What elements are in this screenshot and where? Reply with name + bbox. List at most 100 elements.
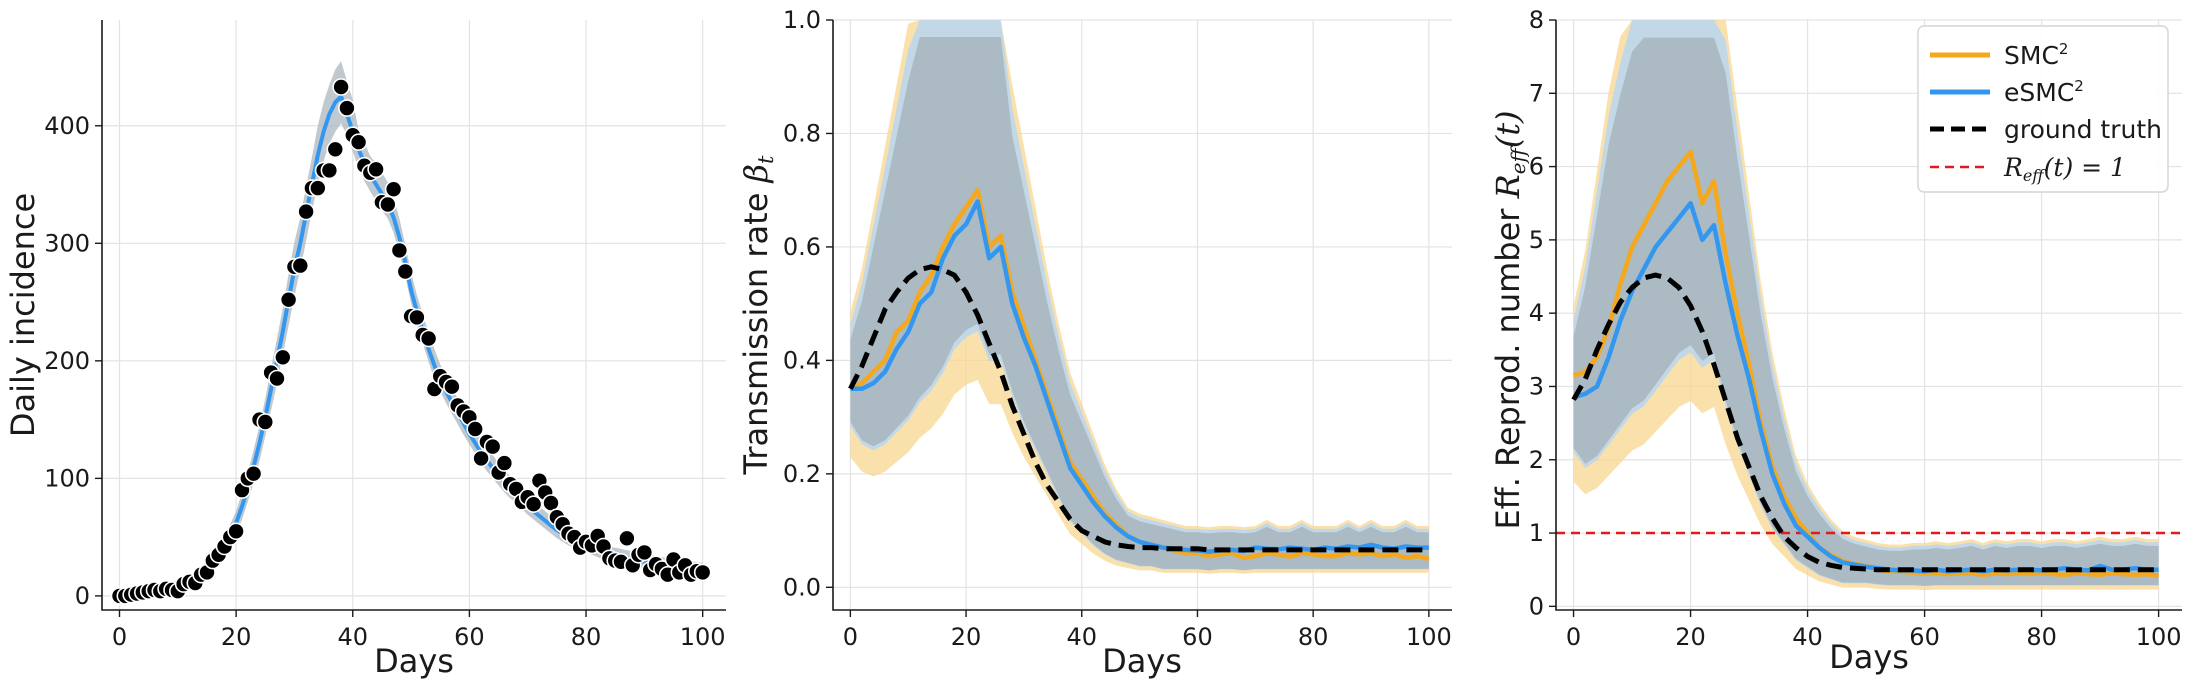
legend-label-smc2-text: SMC (2004, 41, 2059, 70)
y-axis-label-suffix: (t) (1489, 110, 1527, 148)
y-tick-label: 0.0 (783, 573, 821, 601)
observation-point (320, 161, 339, 180)
legend-frame (1917, 25, 2169, 193)
legend-label-smc2-sup: 2 (2059, 40, 2069, 58)
panel-transmission-rate: 0 20 40 60 80 100 0.0 0.2 0.4 0.6 0.8 1.0 Days Tran… (737, 6, 1452, 680)
observation-point (291, 256, 310, 275)
legend-label-esmc2: eSMC2 (2004, 77, 2084, 107)
axes-spines (1555, 20, 2182, 611)
y-axis-label: Transmission rate βt (737, 155, 778, 476)
observation-point (466, 420, 485, 438)
x-tick-label: 100 (2136, 623, 2182, 651)
plot-area (1556, 20, 2182, 591)
series-ground-truth-line (848, 264, 1429, 553)
x-tick-label: 20 (221, 623, 252, 651)
y-axis-label-subscript: eff (1506, 144, 1530, 174)
legend-label-threshold: Reff(t) = 1 (2003, 153, 2126, 185)
x-tick-label: 100 (680, 623, 726, 651)
legend-label-smc2: SMC2 (2004, 40, 2068, 70)
x-axis-label: Days (1829, 638, 1909, 676)
y-tick-label: 0.4 (783, 346, 821, 374)
panel-daily-incidence: 0 20 40 60 80 100 0 100 200 300 400 Days Daily inc… (4, 20, 726, 680)
x-tick-label: 80 (2026, 623, 2057, 651)
y-axis-label: Daily incidence (4, 193, 42, 437)
observation-point (367, 160, 385, 179)
observation-point (273, 348, 292, 367)
y-tick-label: 400 (44, 112, 90, 140)
series-esmc2-line (850, 199, 1429, 554)
observation-point (419, 329, 438, 348)
x-tick-label: 40 (1792, 623, 1823, 651)
x-tick-label: 20 (951, 623, 982, 651)
tick-labels: 0 20 40 60 80 100 0 100 200 300 400 (44, 112, 725, 651)
x-tick-label: 0 (112, 623, 127, 651)
legend-label-esmc2-text: eSMC (2004, 78, 2074, 107)
y-axis-label-subscript: t (754, 155, 778, 164)
observation-point (390, 241, 409, 260)
x-tick-label: 40 (337, 623, 368, 651)
legend: SMC2 eSMC2 ground truth Reff(t) = 1 (1917, 25, 2169, 193)
y-tick-label: 2 (1529, 446, 1544, 474)
observation-point (693, 563, 712, 582)
observation-point (326, 140, 345, 159)
y-tick-label: 6 (1529, 153, 1544, 181)
y-tick-label: 100 (44, 464, 90, 492)
observation-point (349, 133, 368, 151)
y-tick-label: 5 (1529, 226, 1544, 254)
legend-label-ground-truth: ground truth (2004, 115, 2162, 144)
legend-label-esmc2-sup: 2 (2074, 77, 2084, 95)
y-tick-label: 200 (44, 347, 90, 375)
y-tick-label: 1 (1529, 519, 1544, 547)
panel-effective-reproduction-number: 0 20 40 60 80 100 0 1 2 3 4 5 6 7 8 Days Eff. Reprod. … (1489, 6, 2182, 676)
tick-labels: 0 20 40 60 80 100 0 1 2 3 4 5 6 7 8 (1529, 6, 2182, 651)
y-tick-label: 0.8 (783, 119, 821, 147)
x-tick-label: 100 (1406, 623, 1452, 651)
observation-point (618, 529, 636, 548)
y-tick-label: 1.0 (783, 6, 821, 34)
credible-band (119, 61, 703, 596)
y-axis-label-symbol: R (1489, 174, 1527, 199)
observation-point (495, 454, 514, 472)
x-tick-label: 20 (1675, 623, 1706, 651)
axes-spines (101, 20, 726, 611)
observation-point (332, 78, 350, 96)
y-tick-label: 0.6 (783, 233, 821, 261)
x-tick-label: 60 (1909, 623, 1940, 651)
x-axis-label: Days (1102, 642, 1182, 680)
observation-point (408, 308, 426, 327)
observation-point (396, 262, 415, 281)
y-tick-label: 300 (44, 229, 90, 257)
x-tick-label: 0 (843, 623, 858, 651)
legend-label-threshold-sub: eff (2023, 166, 2046, 185)
observation-point (227, 522, 245, 541)
y-axis-label-text: Eff. Reprod. number (1489, 198, 1527, 529)
tick-labels: 0 20 40 60 80 100 0.0 0.2 0.4 0.6 0.8 1.0 (783, 6, 1452, 651)
x-tick-label: 0 (1566, 623, 1581, 651)
x-tick-label: 40 (1066, 623, 1097, 651)
observation-point (443, 377, 461, 396)
legend-label-threshold-symbol: R (2003, 153, 2023, 182)
plot-area (848, 20, 1430, 574)
y-tick-label: 8 (1529, 6, 1544, 34)
observation-point (308, 179, 327, 197)
observation-point (256, 413, 275, 431)
observation-point (338, 99, 356, 117)
observation-point (635, 543, 654, 562)
x-axis-label: Days (374, 642, 454, 680)
observation-point (297, 202, 315, 221)
observation-point (384, 180, 403, 198)
y-axis-label: Eff. Reprod. number Reff(t) (1489, 110, 1530, 529)
y-tick-label: 3 (1529, 372, 1544, 400)
observation-point (472, 449, 490, 468)
observation-point (279, 290, 298, 309)
fit-line (119, 92, 704, 598)
x-tick-label: 80 (1298, 623, 1329, 651)
observation-point (244, 464, 263, 483)
band-overlap (1573, 37, 2159, 586)
series-esmc2-line (1572, 200, 2159, 574)
y-tick-label: 0 (1529, 592, 1544, 620)
x-tick-label: 60 (1182, 623, 1213, 651)
y-tick-label: 7 (1529, 79, 1544, 107)
band-overlap (850, 37, 1429, 571)
